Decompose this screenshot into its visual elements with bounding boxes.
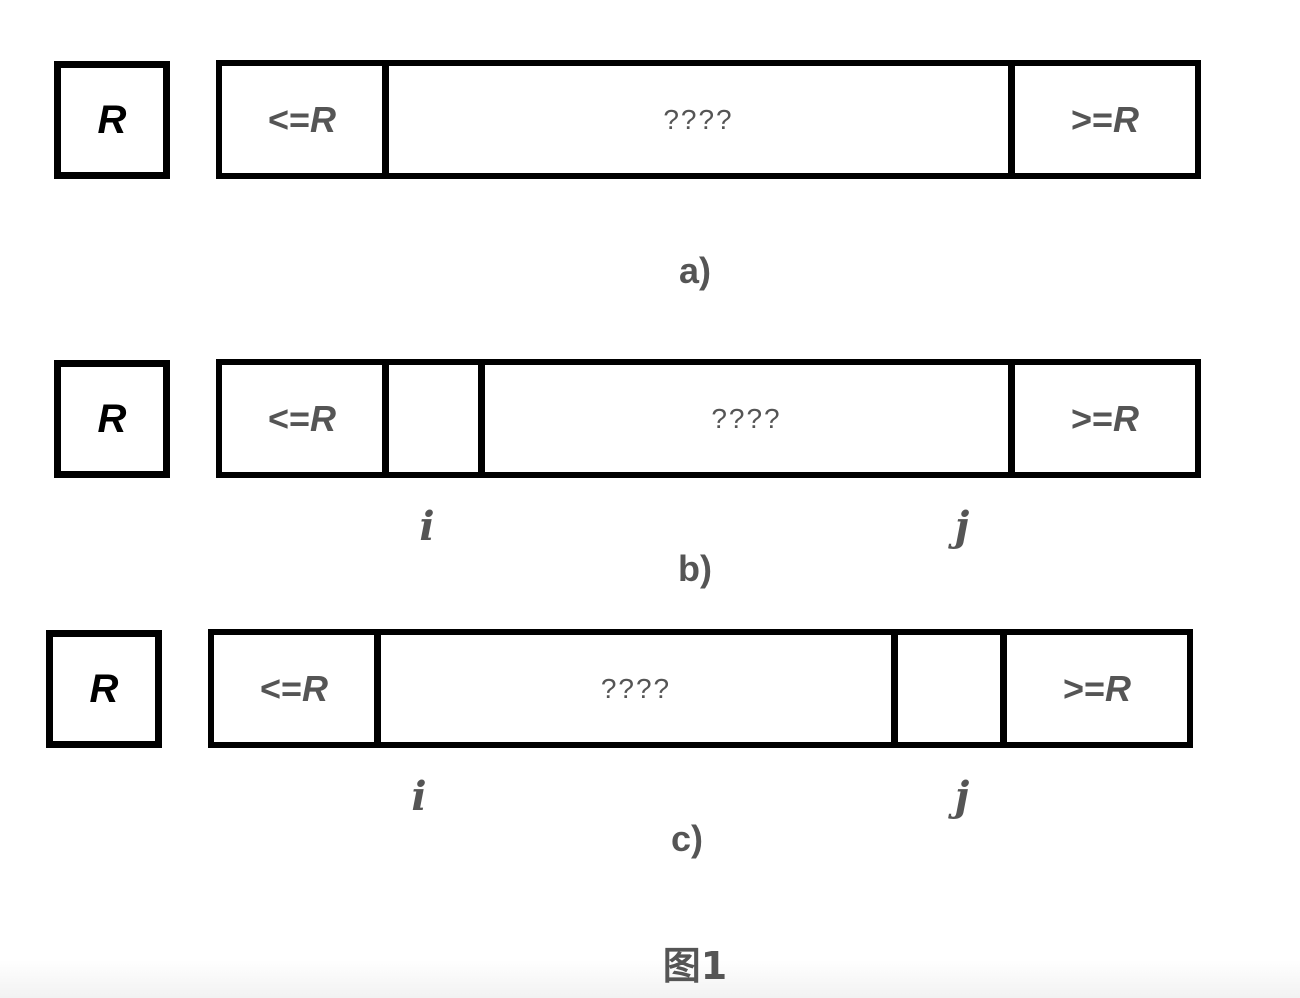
pointer-j: j (954, 503, 970, 550)
pivot-label: R (97, 97, 127, 142)
segment-less-equal: <= R (214, 635, 374, 742)
segment-less-equal-pivot: R (310, 98, 337, 140)
panel-caption: b) (678, 548, 712, 589)
segment-greater-equal-prefix: >= (1070, 98, 1114, 140)
pointer-i: i (419, 503, 435, 550)
panel-caption: a) (678, 250, 711, 291)
segment-current-j (898, 635, 1000, 742)
segment-greater-equal-prefix: >= (1062, 667, 1106, 709)
segment-less-equal-pivot: R (302, 667, 329, 709)
segment-less-equal: <= R (222, 365, 382, 472)
segment-greater-equal: >= R (1015, 66, 1195, 173)
pointer-j: j (954, 773, 970, 820)
segment-less-equal: <= R (222, 66, 382, 173)
pivot-box: R (54, 61, 170, 179)
segment-unknown: ???? (663, 103, 734, 135)
partition-array: <= R ???? >= R (216, 359, 1201, 478)
pivot-label: R (97, 396, 127, 441)
segment-greater-equal-pivot: R (1105, 667, 1132, 709)
pivot-label: R (89, 666, 119, 711)
segment-divider (478, 365, 485, 472)
segment-divider (374, 635, 381, 742)
segment-greater-equal-pivot: R (1113, 397, 1140, 439)
segment-less-equal-prefix: <= (259, 667, 303, 709)
pivot-box: R (46, 630, 162, 748)
segment-greater-equal: >= R (1007, 635, 1187, 742)
panel-caption: c) (670, 818, 703, 859)
pointer-i: i (411, 773, 427, 820)
background-fade (0, 960, 1300, 998)
segment-less-equal-pivot: R (310, 397, 337, 439)
segment-divider (382, 66, 389, 173)
segment-current-i (389, 365, 478, 472)
segment-divider (1000, 635, 1007, 742)
segment-divider (891, 635, 898, 742)
figure-title: 图1 (662, 944, 728, 988)
segment-less-equal-prefix: <= (267, 397, 311, 439)
segment-greater-equal-prefix: >= (1070, 397, 1114, 439)
segment-greater-equal-pivot: R (1113, 98, 1140, 140)
partition-array: <= R ???? >= R (216, 60, 1201, 179)
segment-divider (1008, 365, 1015, 472)
segment-unknown: ???? (711, 402, 782, 434)
segment-divider (1008, 66, 1015, 173)
segment-less-equal-prefix: <= (267, 98, 311, 140)
segment-greater-equal: >= R (1015, 365, 1195, 472)
segment-unknown: ???? (600, 672, 672, 704)
partition-array: <= R ???? >= R (208, 629, 1193, 748)
segment-divider (382, 365, 389, 472)
pivot-box: R (54, 360, 170, 478)
